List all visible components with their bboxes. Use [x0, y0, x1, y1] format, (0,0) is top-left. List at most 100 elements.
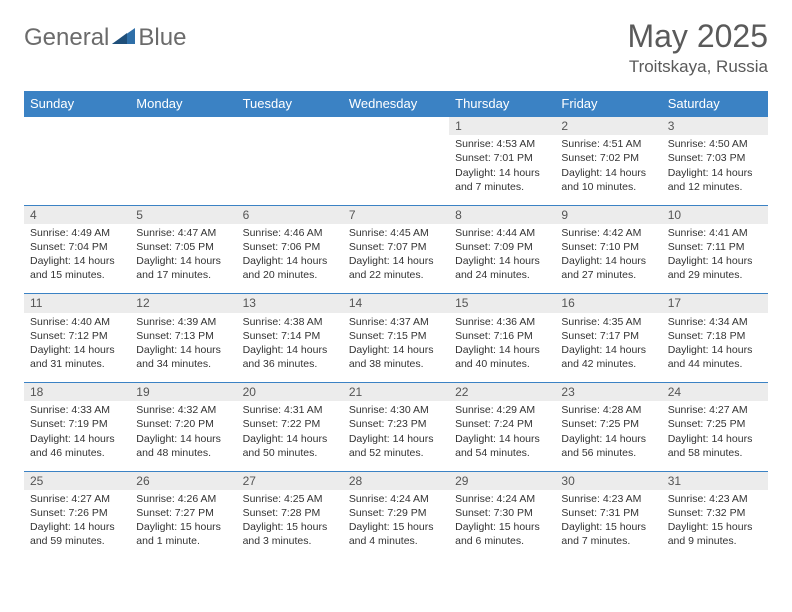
sunset-line: Sunset: 7:12 PM: [30, 329, 124, 343]
day-number-cell: 23: [555, 383, 661, 402]
day-number-cell: 17: [662, 294, 768, 313]
day-content-cell: Sunrise: 4:24 AMSunset: 7:30 PMDaylight:…: [449, 490, 555, 560]
day-content-cell: Sunrise: 4:36 AMSunset: 7:16 PMDaylight:…: [449, 313, 555, 383]
daylight-line: Daylight: 14 hours and 38 minutes.: [349, 343, 443, 371]
daylight-line: Daylight: 15 hours and 4 minutes.: [349, 520, 443, 548]
day-content-cell: Sunrise: 4:47 AMSunset: 7:05 PMDaylight:…: [130, 224, 236, 294]
day-number-cell: 14: [343, 294, 449, 313]
sunrise-line: Sunrise: 4:31 AM: [243, 403, 337, 417]
day-number-cell: 30: [555, 471, 661, 490]
day-content-cell: Sunrise: 4:45 AMSunset: 7:07 PMDaylight:…: [343, 224, 449, 294]
weekday-header-row: SundayMondayTuesdayWednesdayThursdayFrid…: [24, 91, 768, 117]
day-content-cell: Sunrise: 4:41 AMSunset: 7:11 PMDaylight:…: [662, 224, 768, 294]
daylight-line: Daylight: 14 hours and 31 minutes.: [30, 343, 124, 371]
day-content-cell: Sunrise: 4:38 AMSunset: 7:14 PMDaylight:…: [237, 313, 343, 383]
sunrise-line: Sunrise: 4:23 AM: [561, 492, 655, 506]
day-number-cell: [343, 117, 449, 136]
daylight-line: Daylight: 14 hours and 12 minutes.: [668, 166, 762, 194]
daylight-line: Daylight: 14 hours and 22 minutes.: [349, 254, 443, 282]
day-content-cell: Sunrise: 4:32 AMSunset: 7:20 PMDaylight:…: [130, 401, 236, 471]
day-number-cell: 22: [449, 383, 555, 402]
sunrise-line: Sunrise: 4:25 AM: [243, 492, 337, 506]
location: Troitskaya, Russia: [627, 57, 768, 77]
sunrise-line: Sunrise: 4:39 AM: [136, 315, 230, 329]
daylight-line: Daylight: 14 hours and 20 minutes.: [243, 254, 337, 282]
sunset-line: Sunset: 7:25 PM: [561, 417, 655, 431]
header: General Blue May 2025 Troitskaya, Russia: [24, 18, 768, 77]
day-content-cell: [130, 135, 236, 205]
daylight-line: Daylight: 14 hours and 42 minutes.: [561, 343, 655, 371]
sunrise-line: Sunrise: 4:40 AM: [30, 315, 124, 329]
sunset-line: Sunset: 7:16 PM: [455, 329, 549, 343]
sunrise-line: Sunrise: 4:36 AM: [455, 315, 549, 329]
sunset-line: Sunset: 7:24 PM: [455, 417, 549, 431]
sunset-line: Sunset: 7:09 PM: [455, 240, 549, 254]
sunset-line: Sunset: 7:10 PM: [561, 240, 655, 254]
calendar-body: 123Sunrise: 4:53 AMSunset: 7:01 PMDaylig…: [24, 117, 768, 560]
daylight-line: Daylight: 14 hours and 46 minutes.: [30, 432, 124, 460]
daylight-line: Daylight: 14 hours and 52 minutes.: [349, 432, 443, 460]
day-content-cell: Sunrise: 4:25 AMSunset: 7:28 PMDaylight:…: [237, 490, 343, 560]
day-content-cell: [237, 135, 343, 205]
sunrise-line: Sunrise: 4:50 AM: [668, 137, 762, 151]
sunset-line: Sunset: 7:32 PM: [668, 506, 762, 520]
sunrise-line: Sunrise: 4:37 AM: [349, 315, 443, 329]
day-number-row: 11121314151617: [24, 294, 768, 313]
daylight-line: Daylight: 15 hours and 7 minutes.: [561, 520, 655, 548]
weekday-header: Saturday: [662, 91, 768, 117]
day-number-cell: 8: [449, 205, 555, 224]
daylight-line: Daylight: 14 hours and 15 minutes.: [30, 254, 124, 282]
daylight-line: Daylight: 14 hours and 50 minutes.: [243, 432, 337, 460]
daylight-line: Daylight: 14 hours and 44 minutes.: [668, 343, 762, 371]
day-number-cell: [237, 117, 343, 136]
day-content-cell: Sunrise: 4:50 AMSunset: 7:03 PMDaylight:…: [662, 135, 768, 205]
sunrise-line: Sunrise: 4:44 AM: [455, 226, 549, 240]
daylight-line: Daylight: 15 hours and 1 minute.: [136, 520, 230, 548]
day-content-cell: Sunrise: 4:35 AMSunset: 7:17 PMDaylight:…: [555, 313, 661, 383]
day-number-cell: 27: [237, 471, 343, 490]
sunrise-line: Sunrise: 4:42 AM: [561, 226, 655, 240]
daylight-line: Daylight: 14 hours and 58 minutes.: [668, 432, 762, 460]
day-number-cell: 5: [130, 205, 236, 224]
sunrise-line: Sunrise: 4:46 AM: [243, 226, 337, 240]
calendar-table: SundayMondayTuesdayWednesdayThursdayFrid…: [24, 91, 768, 560]
daylight-line: Daylight: 15 hours and 6 minutes.: [455, 520, 549, 548]
day-content-cell: Sunrise: 4:23 AMSunset: 7:31 PMDaylight:…: [555, 490, 661, 560]
day-number-cell: 20: [237, 383, 343, 402]
sunrise-line: Sunrise: 4:51 AM: [561, 137, 655, 151]
day-number-cell: 4: [24, 205, 130, 224]
day-number-cell: 26: [130, 471, 236, 490]
sunset-line: Sunset: 7:30 PM: [455, 506, 549, 520]
sunset-line: Sunset: 7:31 PM: [561, 506, 655, 520]
daylight-line: Daylight: 15 hours and 3 minutes.: [243, 520, 337, 548]
sunrise-line: Sunrise: 4:34 AM: [668, 315, 762, 329]
daylight-line: Daylight: 14 hours and 59 minutes.: [30, 520, 124, 548]
sunrise-line: Sunrise: 4:49 AM: [30, 226, 124, 240]
sunrise-line: Sunrise: 4:27 AM: [30, 492, 124, 506]
day-content-cell: Sunrise: 4:23 AMSunset: 7:32 PMDaylight:…: [662, 490, 768, 560]
sunrise-line: Sunrise: 4:38 AM: [243, 315, 337, 329]
sunset-line: Sunset: 7:07 PM: [349, 240, 443, 254]
weekday-header: Wednesday: [343, 91, 449, 117]
sunrise-line: Sunrise: 4:26 AM: [136, 492, 230, 506]
sunset-line: Sunset: 7:03 PM: [668, 151, 762, 165]
sunset-line: Sunset: 7:29 PM: [349, 506, 443, 520]
sunset-line: Sunset: 7:19 PM: [30, 417, 124, 431]
weekday-header: Monday: [130, 91, 236, 117]
sunrise-line: Sunrise: 4:53 AM: [455, 137, 549, 151]
day-content-cell: Sunrise: 4:29 AMSunset: 7:24 PMDaylight:…: [449, 401, 555, 471]
daylight-line: Daylight: 14 hours and 40 minutes.: [455, 343, 549, 371]
day-number-cell: 25: [24, 471, 130, 490]
daylight-line: Daylight: 14 hours and 29 minutes.: [668, 254, 762, 282]
day-number-cell: 7: [343, 205, 449, 224]
sunrise-line: Sunrise: 4:23 AM: [668, 492, 762, 506]
day-content-cell: Sunrise: 4:40 AMSunset: 7:12 PMDaylight:…: [24, 313, 130, 383]
day-content-cell: Sunrise: 4:24 AMSunset: 7:29 PMDaylight:…: [343, 490, 449, 560]
day-number-row: 25262728293031: [24, 471, 768, 490]
day-content-cell: [343, 135, 449, 205]
daylight-line: Daylight: 14 hours and 17 minutes.: [136, 254, 230, 282]
day-number-cell: [24, 117, 130, 136]
day-content-cell: Sunrise: 4:34 AMSunset: 7:18 PMDaylight:…: [662, 313, 768, 383]
day-number-cell: 28: [343, 471, 449, 490]
day-content-row: Sunrise: 4:49 AMSunset: 7:04 PMDaylight:…: [24, 224, 768, 294]
